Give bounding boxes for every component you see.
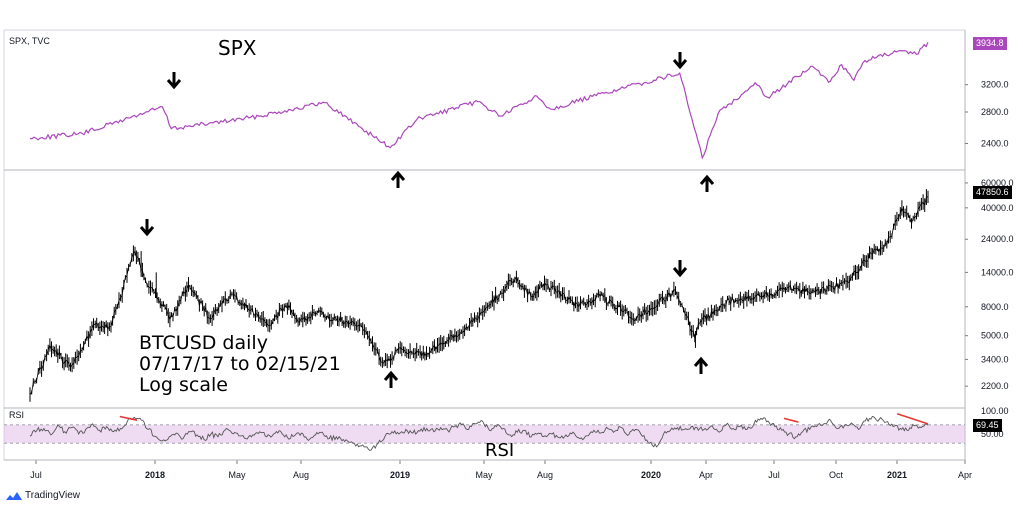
spx-top-2018-arrow — [166, 72, 182, 90]
spx-series-line — [29, 42, 929, 160]
btc-top-2017-arrow — [139, 219, 155, 237]
spx-title: SPX — [218, 36, 257, 60]
btc-y-tick-label: 14000.0 — [981, 267, 1014, 277]
x-axis-label: Apr — [699, 470, 713, 480]
x-axis-label: Apr — [958, 470, 972, 480]
rsi-divergence-line — [896, 412, 929, 425]
rsi-divergence-line — [783, 417, 799, 423]
spx-y-tick-label: 2400.0 — [981, 139, 1009, 149]
btc-annotation-line-1: BTCUSD daily — [139, 332, 268, 354]
x-axis-label: May — [228, 470, 246, 480]
spx-y-tick-label: 3200.0 — [981, 80, 1009, 90]
rsi-band — [4, 424, 965, 444]
x-axis-label: May — [475, 470, 493, 480]
spx-y-tick-label: 2800.0 — [981, 107, 1009, 117]
rsi-y-tick-label: 100.00 — [981, 406, 1009, 416]
btc-annotation-line-3: Log scale — [139, 374, 228, 396]
spx-top-2020-arrow — [672, 52, 688, 70]
btc-bottom-2020-arrow — [693, 356, 709, 374]
x-axis-label: Jul — [768, 470, 780, 480]
btc-y-tick-label: 40000.0 — [981, 203, 1014, 213]
btc-y-tick-label: 5000.0 — [981, 331, 1009, 341]
x-axis-label: Aug — [293, 470, 309, 480]
spx-top-2020-arrow-head — [672, 59, 688, 70]
spx-bottom-2020-arrow — [699, 174, 715, 192]
spx-bottom-2018-arrow-head — [390, 170, 406, 181]
rsi-title: RSI — [485, 440, 515, 461]
rsi-y-tick-label: 50.00 — [981, 429, 1004, 439]
x-axis-label: 2018 — [145, 470, 165, 480]
btc-bottom-2018-arrow-head — [383, 370, 399, 381]
btc-annotation: BTCUSD daily 07/17/17 to 02/15/21 Log sc… — [139, 333, 341, 396]
btc-top-2020-arrow — [672, 260, 688, 278]
spx-bottom-2018-arrow — [390, 170, 406, 188]
rsi-line — [29, 415, 929, 451]
spx-top-2018-arrow-head — [166, 79, 182, 90]
rsi-divergence-line — [119, 415, 138, 421]
btc-y-tick-label: 8000.0 — [981, 302, 1009, 312]
btc-y-tick-label: 24000.0 — [981, 234, 1014, 244]
x-axis-label: Oct — [829, 470, 844, 480]
tradingview-brand: TradingView — [25, 490, 81, 501]
rsi-last-value-badge: 69.45 — [973, 419, 1002, 432]
btc-y-tick-label: 3400.0 — [981, 354, 1009, 364]
spx-bottom-2020-arrow-head — [699, 174, 715, 185]
spx-source-label: SPX, TVC — [9, 36, 50, 46]
x-axis-label: 2021 — [887, 470, 907, 480]
btc-bottom-2020-arrow-head — [693, 356, 709, 367]
tradingview-logo-icon — [6, 491, 22, 500]
x-axis-label: Aug — [537, 470, 553, 480]
btc-top-2020-arrow-head — [672, 267, 688, 278]
rsi-source-label: RSI — [9, 410, 25, 420]
btc-annotation-line-2: 07/17/17 to 02/15/21 — [139, 353, 341, 375]
btc-y-tick-label: 60000.0 — [981, 178, 1014, 188]
spx-last-value-badge: 3934.8 — [973, 37, 1007, 50]
btc-bottom-2018-arrow — [383, 370, 399, 388]
tradingview-footer[interactable]: TradingView — [6, 490, 80, 501]
x-axis-label: Jul — [30, 470, 42, 480]
x-axis-label: 2020 — [641, 470, 661, 480]
x-axis-label: 2019 — [390, 470, 410, 480]
btc-price-line — [29, 196, 929, 395]
btc-last-value-badge: 47850.6 — [973, 186, 1012, 199]
btc-y-tick-label: 2200.0 — [981, 381, 1009, 391]
btc-top-2017-arrow-head — [139, 226, 155, 237]
